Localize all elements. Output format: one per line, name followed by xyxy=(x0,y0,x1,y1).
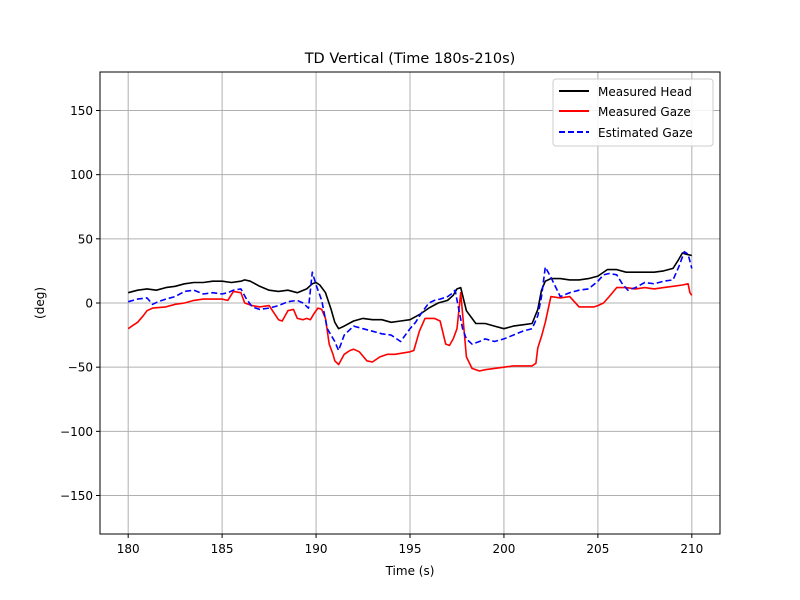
series-line-measured-head xyxy=(127,252,692,330)
x-axis-ticks: 180 185 190 195 200 205 210 xyxy=(117,534,703,556)
x-tick-label: 210 xyxy=(680,542,703,556)
legend-label-measured-head: Measured Head xyxy=(598,85,692,99)
x-tick-label: 200 xyxy=(492,542,515,556)
x-tick-label: 190 xyxy=(305,542,328,556)
y-axis-label: (deg) xyxy=(33,287,47,319)
y-tick-label: −150 xyxy=(60,489,93,503)
legend-box xyxy=(552,78,714,147)
y-tick-label: −100 xyxy=(60,425,93,439)
grid xyxy=(100,72,720,534)
x-tick-label: 195 xyxy=(399,542,422,556)
y-tick-label: 150 xyxy=(70,104,93,118)
chart-title: TD Vertical (Time 180s-210s) xyxy=(304,51,516,67)
x-tick-label: 180 xyxy=(117,542,140,556)
y-tick-label: 100 xyxy=(70,168,93,182)
legend-label-estimated-gaze: Estimated Gaze xyxy=(598,126,693,140)
y-tick-label: −50 xyxy=(68,361,93,375)
series-line-measured-gaze xyxy=(127,282,693,372)
legend: Measured Head Measured Gaze Estimated Ga… xyxy=(552,78,714,147)
legend-label-measured-gaze: Measured Gaze xyxy=(598,105,691,119)
x-axis-label: Time (s) xyxy=(385,564,435,578)
y-tick-label: 0 xyxy=(85,297,93,311)
x-tick-label: 205 xyxy=(586,542,609,556)
series-line-estimated-gaze xyxy=(127,250,693,352)
y-axis-ticks: −150 −100 −50 0 50 100 150 xyxy=(60,104,100,503)
series-lines xyxy=(127,250,693,372)
x-tick-label: 185 xyxy=(211,542,234,556)
y-tick-label: 50 xyxy=(78,232,93,246)
